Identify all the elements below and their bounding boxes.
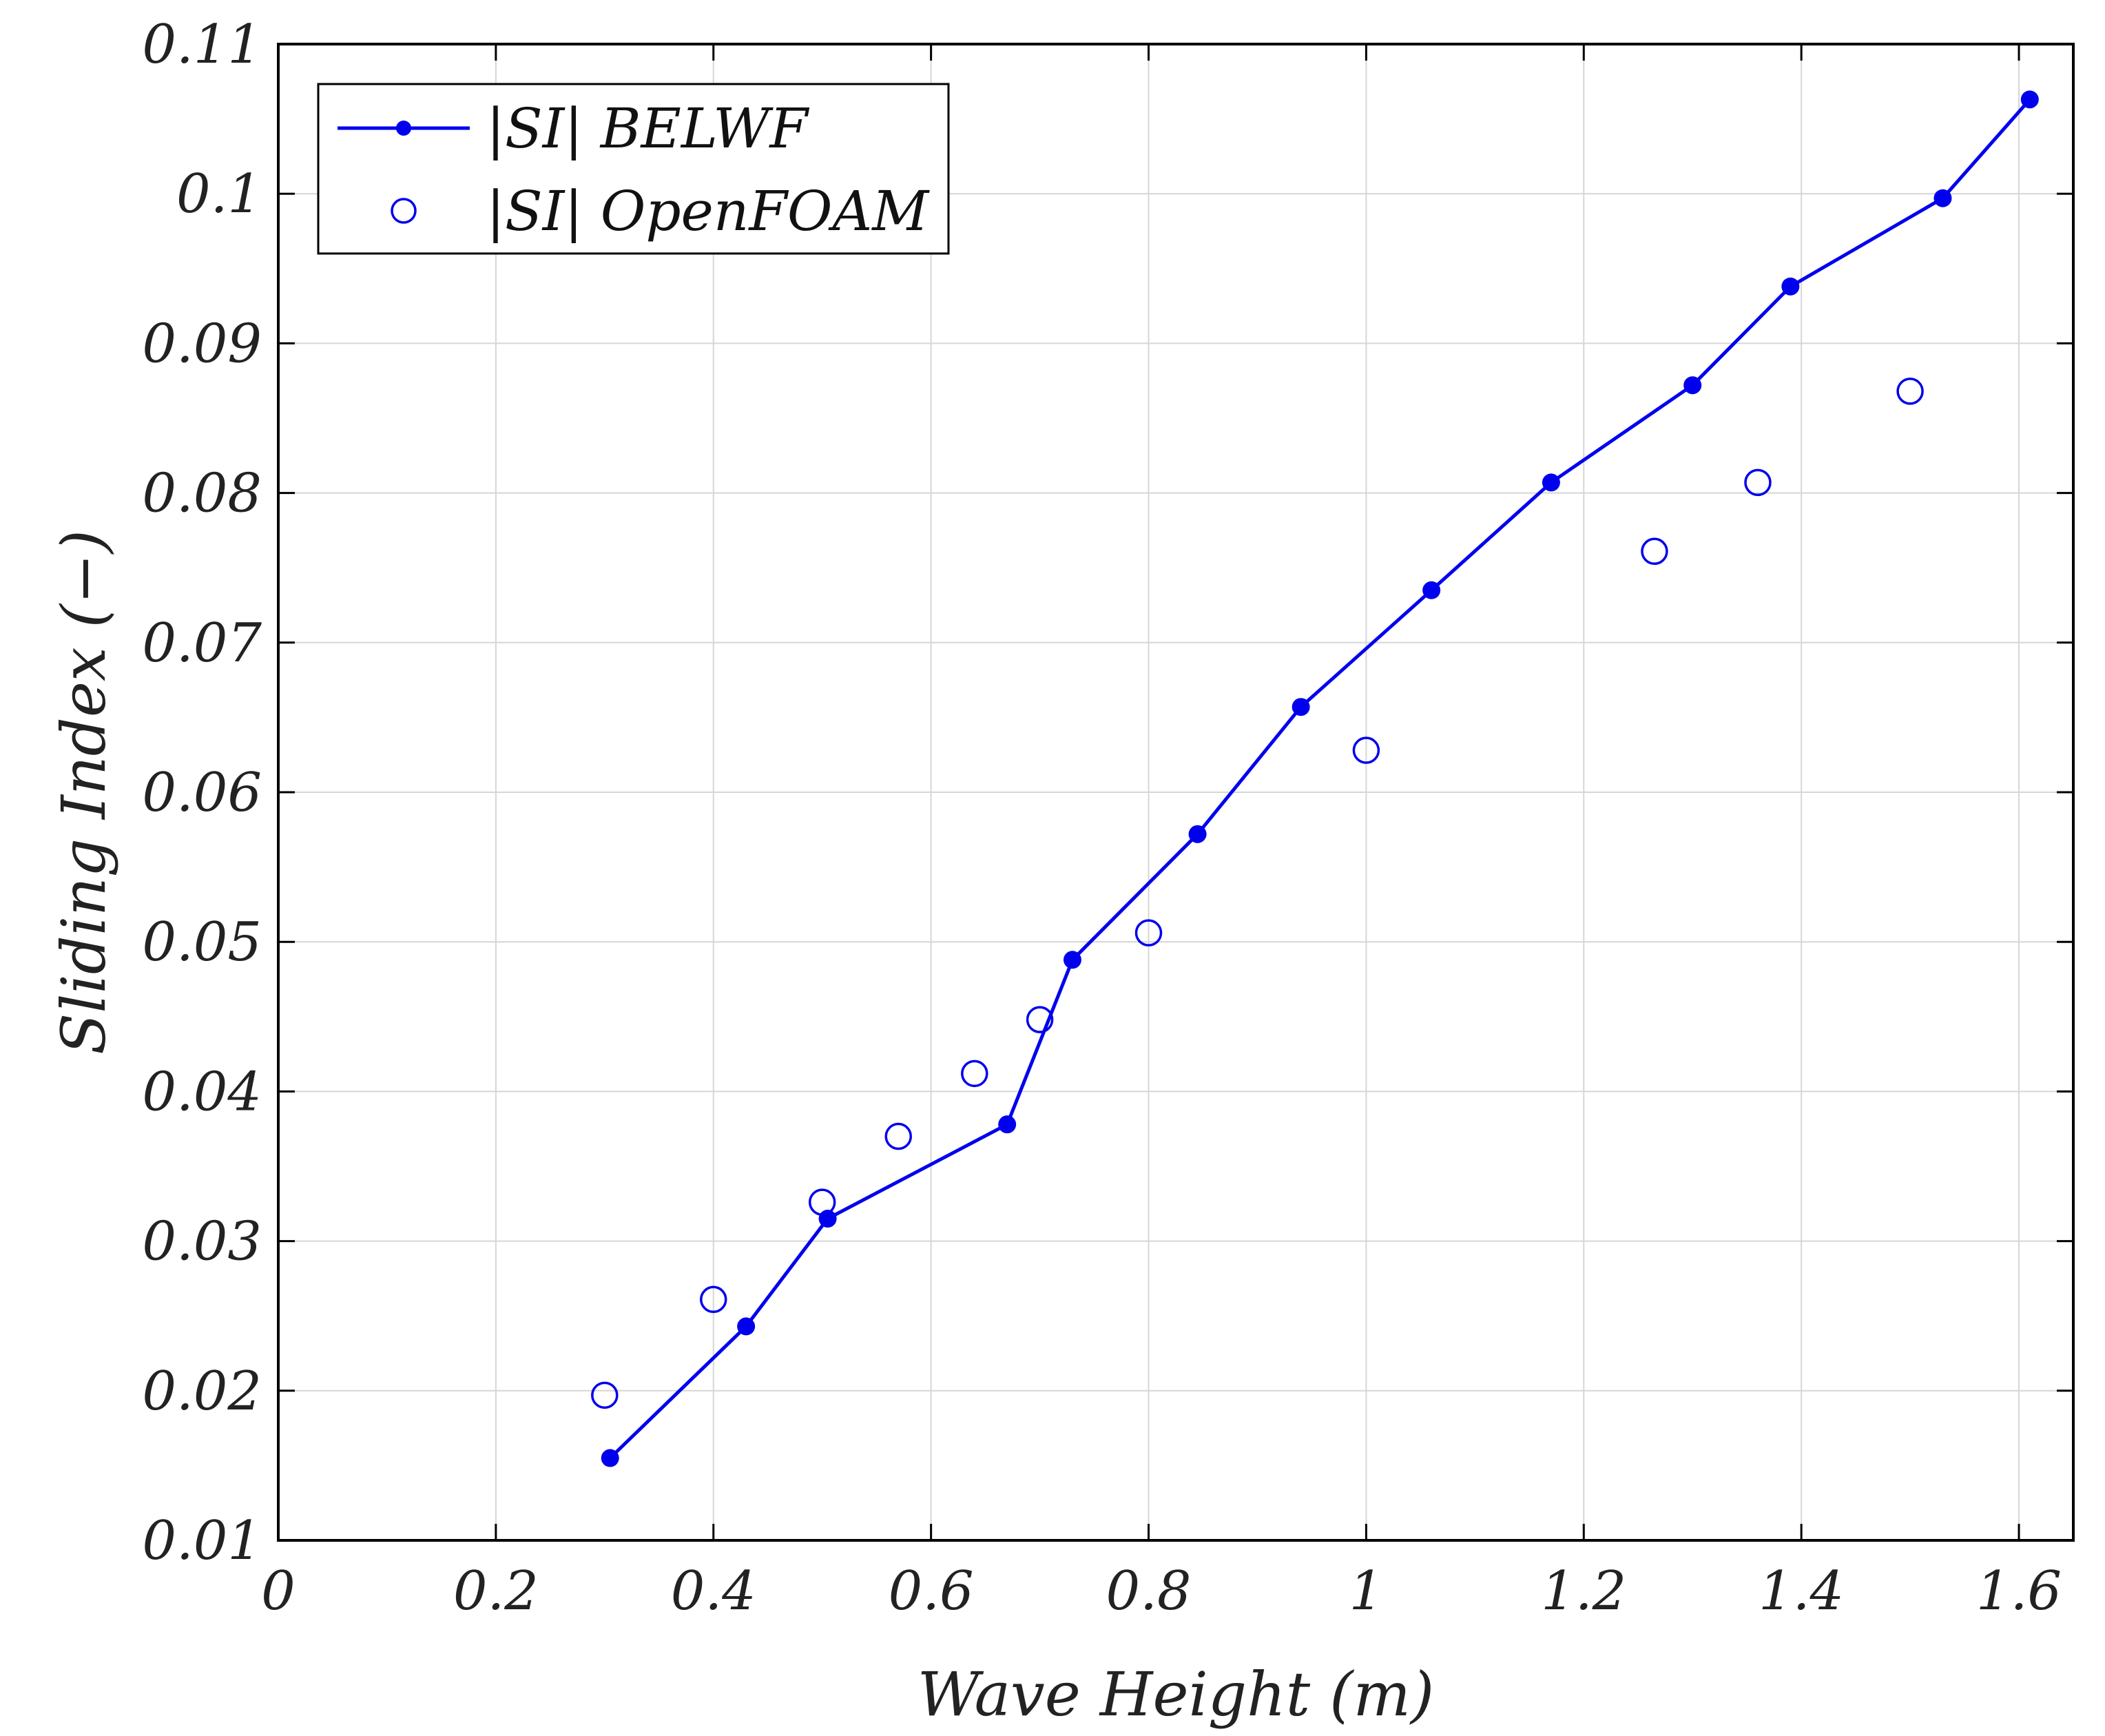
y-tick-label: 0.08	[142, 463, 262, 525]
data-point-openfoam	[1352, 736, 1380, 764]
x-tick-label: 0.2	[453, 1560, 539, 1622]
data-point-belwf	[1781, 277, 1800, 296]
y-tick-label: 0.06	[142, 762, 262, 824]
data-point-openfoam	[1641, 537, 1668, 566]
data-point-belwf	[1292, 698, 1310, 716]
y-tick-label: 0.01	[142, 1510, 262, 1572]
y-tick-label: 0.03	[142, 1211, 262, 1273]
data-point-openfoam	[884, 1122, 913, 1150]
data-point-openfoam	[1896, 378, 1924, 405]
data-point-openfoam	[1744, 468, 1772, 497]
legend-marker-openfoam	[391, 198, 417, 224]
x-axis-ticks: 0 0.2 0.4 0.6 0.8 1 1.2 1.4 1.6	[261, 44, 2062, 1622]
x-tick-label: 0.4	[671, 1560, 756, 1622]
x-axis-title: Wave Height (m)	[917, 1659, 1434, 1730]
data-point-belwf	[601, 1449, 619, 1467]
y-tick-label: 0.09	[142, 313, 262, 375]
data-point-openfoam	[961, 1060, 988, 1088]
x-tick-label: 1.2	[1541, 1560, 1626, 1622]
data-point-openfoam	[591, 1381, 619, 1409]
x-tick-label: 0.6	[889, 1560, 974, 1622]
y-tick-label: 0.11	[142, 14, 262, 76]
legend-label-openfoam: |SI| OpenFOAM	[486, 179, 930, 243]
y-axis-ticks: 0.01 0.02 0.03 0.04 0.05 0.06 0.07 0.08 0.09 0.1 0…	[142, 14, 2073, 1572]
data-point-belwf	[998, 1115, 1017, 1134]
legend-label-belwf: |SI| BELWF	[486, 96, 809, 161]
data-point-belwf	[1542, 473, 1560, 492]
series-layer	[591, 90, 2039, 1467]
x-tick-label: 1.4	[1759, 1560, 1844, 1622]
y-tick-label: 0.02	[142, 1361, 262, 1423]
y-axis-title: Sliding Index (−)	[48, 530, 119, 1055]
legend: |SI| BELWF |SI| OpenFOAM	[317, 83, 950, 255]
data-point-belwf	[737, 1317, 756, 1336]
x-tick-label: 1	[1349, 1560, 1384, 1622]
data-point-belwf	[1683, 376, 1702, 395]
legend-box	[317, 83, 950, 255]
data-point-belwf	[1933, 189, 1952, 207]
data-point-openfoam	[1026, 1006, 1054, 1033]
grid-lines	[278, 43, 2073, 1541]
data-point-belwf	[1188, 825, 1207, 843]
y-tick-label: 0.04	[142, 1061, 262, 1123]
data-point-belwf	[1422, 581, 1441, 599]
data-point-openfoam	[700, 1285, 727, 1314]
y-tick-label: 0.05	[142, 911, 262, 973]
legend-marker-belwf	[396, 121, 411, 136]
data-point-openfoam	[1134, 919, 1163, 947]
data-point-belwf	[1063, 951, 1081, 969]
y-tick-label: 0.1	[176, 163, 262, 225]
x-tick-label: 0	[261, 1560, 295, 1622]
y-tick-label: 0.07	[142, 612, 262, 674]
data-point-openfoam	[808, 1188, 836, 1216]
data-point-belwf	[2020, 90, 2039, 109]
x-tick-label: 0.8	[1106, 1560, 1191, 1622]
x-tick-label: 1.6	[1976, 1560, 2062, 1622]
